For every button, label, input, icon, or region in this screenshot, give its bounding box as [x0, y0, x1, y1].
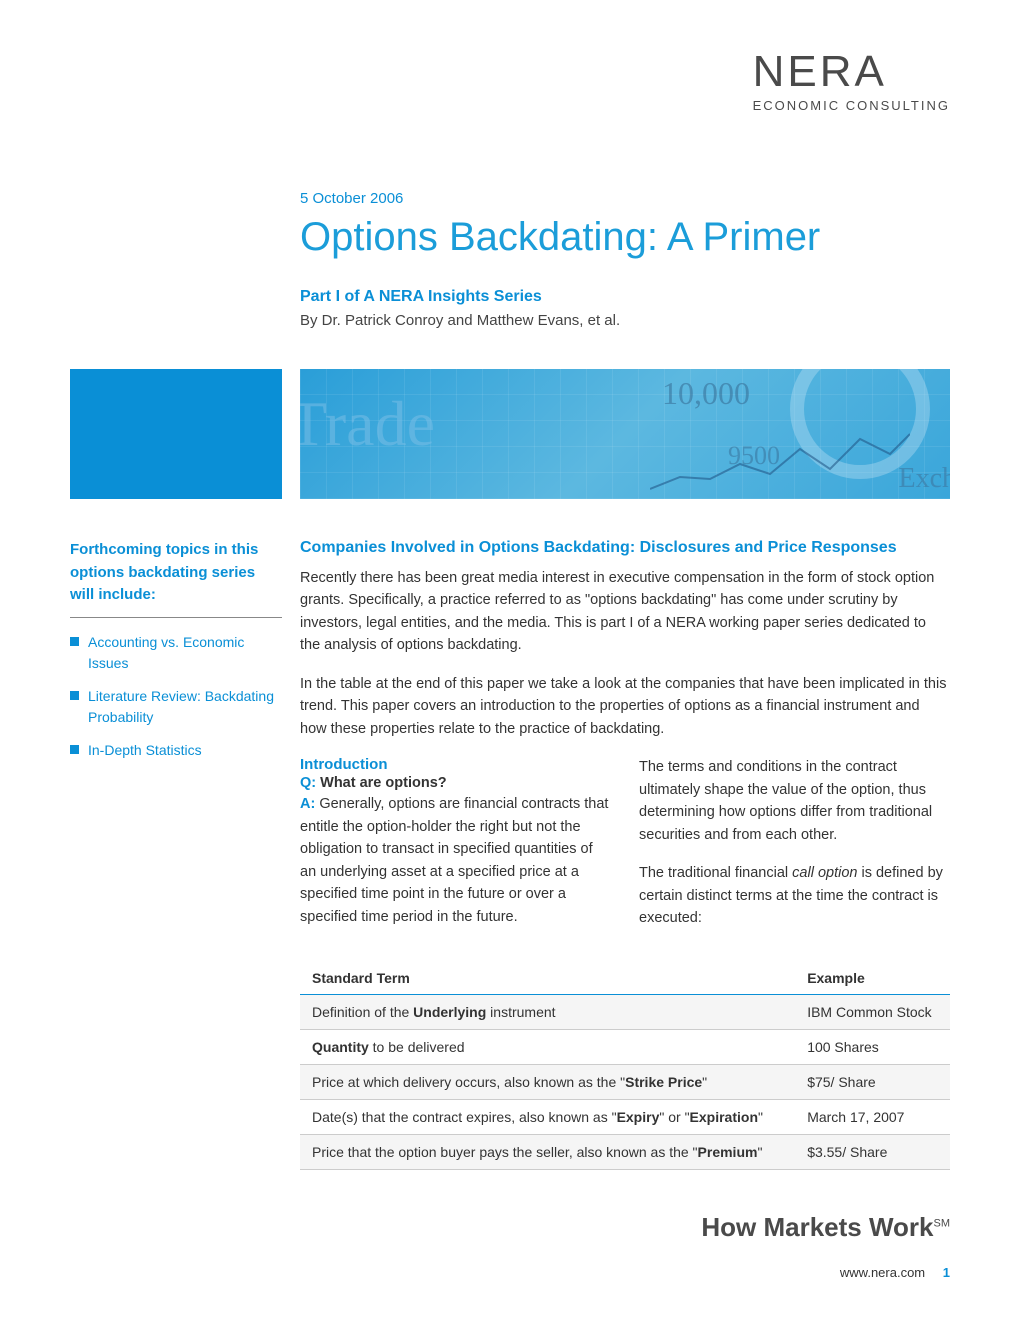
terms-table: Standard Term Example Definition of the … — [300, 962, 950, 1170]
logo-name: NERA — [753, 50, 950, 94]
q-label: Q: — [300, 775, 316, 791]
main-content: Companies Involved in Options Backdating… — [300, 539, 950, 1170]
logo: NERA ECONOMIC CONSULTING — [753, 50, 950, 113]
sidebar-item: Literature Review: Backdating Probabilit… — [70, 686, 282, 728]
page-number: 1 — [943, 1265, 950, 1280]
column-left: Introduction Q: What are options? A: Gen… — [300, 756, 611, 945]
footer-url: www.nera.com — [840, 1265, 925, 1280]
column-right: The terms and conditions in the contract… — [639, 756, 950, 945]
call-option-em: call option — [792, 865, 857, 881]
col2-paragraph-1: The terms and conditions in the contract… — [639, 756, 950, 846]
th-term: Standard Term — [300, 962, 795, 995]
table-row: Quantity to be delivered 100 Shares — [300, 1029, 950, 1064]
q-text: What are options? — [320, 775, 446, 791]
document-title: Options Backdating: A Primer — [300, 215, 950, 260]
a-text: Generally, options are financial contrac… — [300, 796, 608, 924]
sidebar-title: Forthcoming topics in this options backd… — [70, 539, 282, 618]
sidebar-item: Accounting vs. Economic Issues — [70, 632, 282, 674]
intro-paragraph-2: In the table at the end of this paper we… — [300, 673, 950, 740]
a-label: A: — [300, 796, 315, 812]
header: 5 October 2006 Options Backdating: A Pri… — [300, 190, 950, 329]
authors: By Dr. Patrick Conroy and Matthew Evans,… — [300, 312, 950, 329]
banner-chart-line — [650, 429, 910, 499]
banner-text-trade: Trade — [300, 387, 435, 461]
sidebar-item: In-Depth Statistics — [70, 740, 282, 761]
table-row: Date(s) that the contract expires, also … — [300, 1099, 950, 1134]
banner-text-10000: 10,000 — [662, 375, 750, 412]
intro-paragraph-1: Recently there has been great media inte… — [300, 567, 950, 657]
sidebar: Forthcoming topics in this options backd… — [70, 539, 282, 1170]
introduction-label: Introduction — [300, 756, 611, 773]
tagline-sm: SM — [934, 1217, 951, 1229]
table-row: Definition of the Underlying instrument … — [300, 994, 950, 1029]
table-row: Price at which delivery occurs, also kno… — [300, 1064, 950, 1099]
col2-paragraph-2: The traditional financial call option is… — [639, 862, 950, 929]
table-row: Price that the option buyer pays the sel… — [300, 1134, 950, 1169]
sidebar-list: Accounting vs. Economic Issues Literatur… — [70, 632, 282, 761]
table-header-row: Standard Term Example — [300, 962, 950, 995]
footer-meta: www.nera.com 1 — [70, 1265, 950, 1280]
footer: How Markets WorkSM www.nera.com 1 — [70, 1212, 950, 1280]
banner-right-image: Trade 10,000 9500 Exch — [300, 369, 950, 499]
banner-left-block — [70, 369, 282, 499]
th-example: Example — [795, 962, 950, 995]
series-label: Part I of A NERA Insights Series — [300, 288, 950, 306]
logo-subtitle: ECONOMIC CONSULTING — [753, 98, 950, 113]
answer-paragraph: A: Generally, options are financial cont… — [300, 793, 611, 928]
tagline: How Markets WorkSM — [70, 1212, 950, 1243]
banner-graphic: Trade 10,000 9500 Exch — [70, 369, 950, 499]
section-heading: Companies Involved in Options Backdating… — [300, 539, 950, 557]
document-date: 5 October 2006 — [300, 190, 950, 207]
question-line: Q: What are options? — [300, 775, 611, 791]
